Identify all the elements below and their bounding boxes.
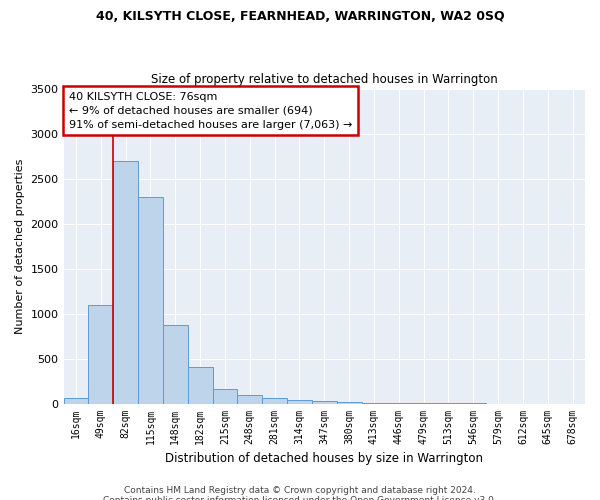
- Bar: [362, 402, 386, 404]
- Bar: [188, 366, 212, 404]
- Text: Contains HM Land Registry data © Crown copyright and database right 2024.: Contains HM Land Registry data © Crown c…: [124, 486, 476, 495]
- Bar: [238, 394, 262, 404]
- Y-axis label: Number of detached properties: Number of detached properties: [15, 158, 25, 334]
- Bar: [287, 400, 312, 404]
- Bar: [337, 402, 362, 404]
- Bar: [312, 401, 337, 404]
- Bar: [113, 160, 138, 404]
- Bar: [88, 304, 113, 404]
- Text: 40 KILSYTH CLOSE: 76sqm
← 9% of detached houses are smaller (694)
91% of semi-de: 40 KILSYTH CLOSE: 76sqm ← 9% of detached…: [69, 92, 352, 130]
- Text: Contains public sector information licensed under the Open Government Licence v3: Contains public sector information licen…: [103, 496, 497, 500]
- Bar: [138, 196, 163, 404]
- Bar: [262, 398, 287, 404]
- Title: Size of property relative to detached houses in Warrington: Size of property relative to detached ho…: [151, 73, 497, 86]
- Bar: [212, 389, 238, 404]
- Bar: [163, 326, 188, 404]
- Bar: [64, 398, 88, 404]
- X-axis label: Distribution of detached houses by size in Warrington: Distribution of detached houses by size …: [165, 452, 483, 465]
- Text: 40, KILSYTH CLOSE, FEARNHEAD, WARRINGTON, WA2 0SQ: 40, KILSYTH CLOSE, FEARNHEAD, WARRINGTON…: [95, 10, 505, 23]
